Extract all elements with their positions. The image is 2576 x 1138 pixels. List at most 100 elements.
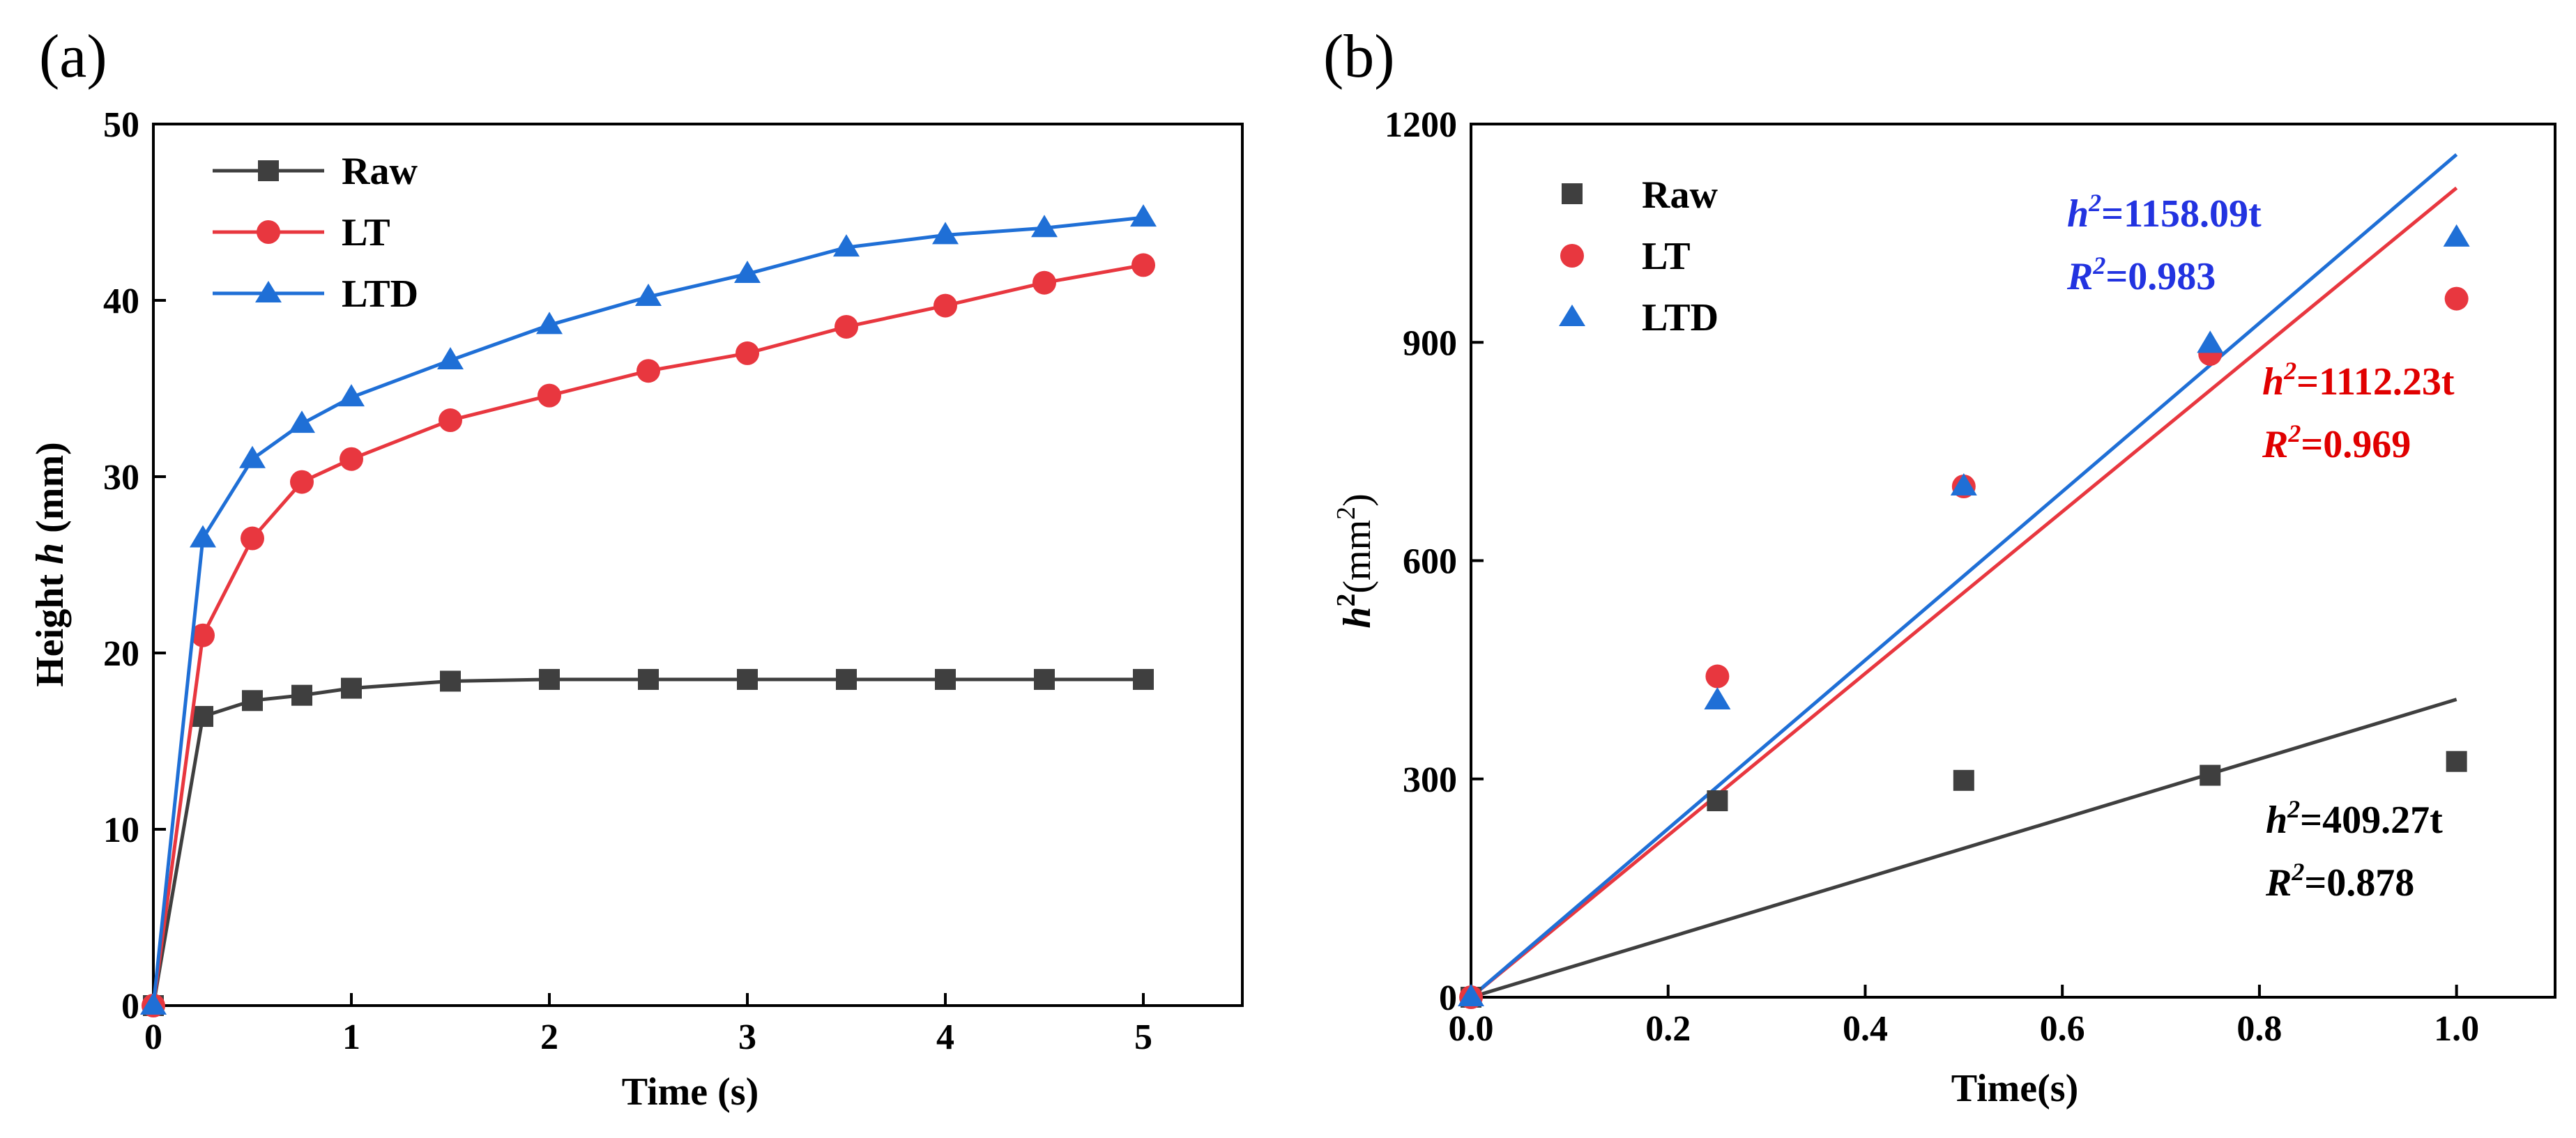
data-point-raw [638,668,659,690]
annotation-ltd: h2=1158.09t R2=0.983 [2066,189,2262,298]
panel-a-label: (a) [39,23,107,91]
panel-b-x-tick-label: 0.2 [1645,1009,1691,1049]
panel-b-x-axis-title: Time(s) [1951,1067,2079,1110]
data-point-ltd [1458,984,1484,1006]
data-point-ltd [1031,215,1058,238]
data-point-ltd [190,525,216,548]
data-point-raw [2446,751,2467,772]
legend-label-raw: Raw [342,150,418,193]
data-point-ltd [437,347,464,370]
data-point-raw [539,668,560,690]
panel-b-y-axis-title: h2(mm2) [1332,493,1379,629]
panel-a-y-tick-label: 0 [121,987,139,1026]
data-point-raw [291,684,312,706]
data-point-lt [191,623,215,647]
panel-a-x-ticks: 0 1 2 3 4 5 [144,993,1152,1057]
panel-a-x-tick-label: 2 [540,1017,558,1057]
panel-a-x-tick-label: 1 [342,1017,360,1057]
data-point-raw [192,706,213,728]
annotation-ltd-r2: R2=0.983 [2066,252,2216,298]
annotation-raw: h2=409.27t R2=0.878 [2265,795,2443,905]
panel-a-x-tick-label: 5 [1134,1017,1152,1057]
panel-a-legend: Raw LT LTD [213,150,418,316]
legend-item-lt: LT [213,211,390,254]
fit-line-raw [1470,698,2457,999]
legend-label-lt: LT [342,211,390,254]
legend-marker-lt [257,220,280,244]
panel-b-x-tick-label: 0.8 [2236,1009,2282,1049]
data-point-lt [241,526,264,551]
data-point-raw [2200,764,2221,786]
legend-label-ltd: LTD [1642,296,1718,339]
fit-line-ltd [1470,153,2458,999]
data-point-raw [1953,769,1974,791]
data-point-ltd [2443,224,2470,247]
panel-b-x-tick-label: 0.4 [1843,1009,1888,1049]
panel-b-y-ticks: 0 300 600 900 1200 [1385,105,1484,1018]
panel-b-y-tick-label: 0 [1439,978,1457,1018]
panel-b-label: (b) [1323,23,1395,91]
data-point-ltd [932,222,959,245]
data-point-lt [439,408,462,433]
data-point-raw [440,670,461,692]
annotation-ltd-equation: h2=1158.09t [2067,189,2262,236]
series-line-ltd [151,215,1144,1006]
data-point-ltd [1950,472,1977,495]
legend-marker-ltd [1559,305,1585,326]
panel-a-y-tick-label: 40 [103,282,139,321]
annotation-lt-equation: h2=1112.23t [2262,357,2455,403]
data-point-ltd [289,410,315,433]
fit-line-lt [1470,186,2458,999]
data-point-ltd [536,312,563,335]
panel-b-series [1458,224,2470,1009]
legend-marker-raw [258,160,279,181]
panel-b-x-tick-label: 1.0 [2434,1009,2479,1049]
annotation-raw-r2: R2=0.878 [2265,858,2414,905]
data-point-lt [834,314,858,339]
data-point-ltd [140,992,167,1015]
panel-b-x-tick-label: 0.0 [1449,1009,1494,1049]
legend-item-lt: LT [1560,235,1691,278]
legend-marker-ltd [255,281,282,302]
data-point-raw [1133,668,1154,690]
panel-b-y-tick-label: 300 [1403,760,1457,800]
panel-b-legend: Raw LT LTD [1559,174,1718,339]
panel-a-x-tick-label: 4 [936,1017,954,1057]
legend-item-ltd: LTD [1559,296,1718,339]
panel-a-y-axis-title: Height h (mm) [29,442,72,687]
legend-label-lt: LT [1642,235,1691,278]
data-point-raw [1707,790,1728,812]
data-point-raw [1034,668,1055,690]
legend-label-ltd: LTD [342,272,418,316]
series-line-raw [151,677,1143,1006]
panel-a-x-tick-label: 3 [738,1017,756,1057]
panel-a-x-axis-title: Time (s) [622,1070,759,1114]
data-point-lt [1705,664,1730,689]
data-point-ltd [734,261,761,284]
legend-marker-raw [1562,183,1583,204]
data-point-ltd [833,234,860,257]
legend-item-ltd: LTD [213,272,418,316]
data-point-lt [2444,286,2469,311]
panel-b-fit-lines [1470,153,2458,999]
panel-a-series [140,204,1157,1017]
panel-b-plot: 0.0 0.2 0.4 0.6 0.8 1.0 0 300 600 900 1200 Raw LT… [1332,105,2556,1110]
panel-a-y-tick-label: 30 [103,458,139,498]
annotation-lt-r2: R2=0.969 [2262,420,2411,466]
data-point-ltd [239,445,266,468]
data-point-raw [935,668,956,690]
data-point-lt [637,359,660,383]
legend-item-raw: Raw [213,150,418,193]
panel-b-y-tick-label: 900 [1403,323,1457,363]
annotation-lt: h2=1112.23t R2=0.969 [2262,357,2455,466]
panel-b-y-tick-label: 1200 [1385,105,1457,145]
panel-a-x-tick-label: 0 [144,1017,162,1057]
annotation-raw-equation: h2=409.27t [2266,795,2443,842]
panel-b-y-tick-label: 600 [1403,542,1457,582]
data-point-raw [737,668,758,690]
data-point-ltd [1130,204,1157,227]
data-point-ltd [2197,330,2224,353]
data-point-lt [1032,270,1056,295]
legend-marker-lt [1560,244,1584,268]
data-point-lt [736,341,759,365]
